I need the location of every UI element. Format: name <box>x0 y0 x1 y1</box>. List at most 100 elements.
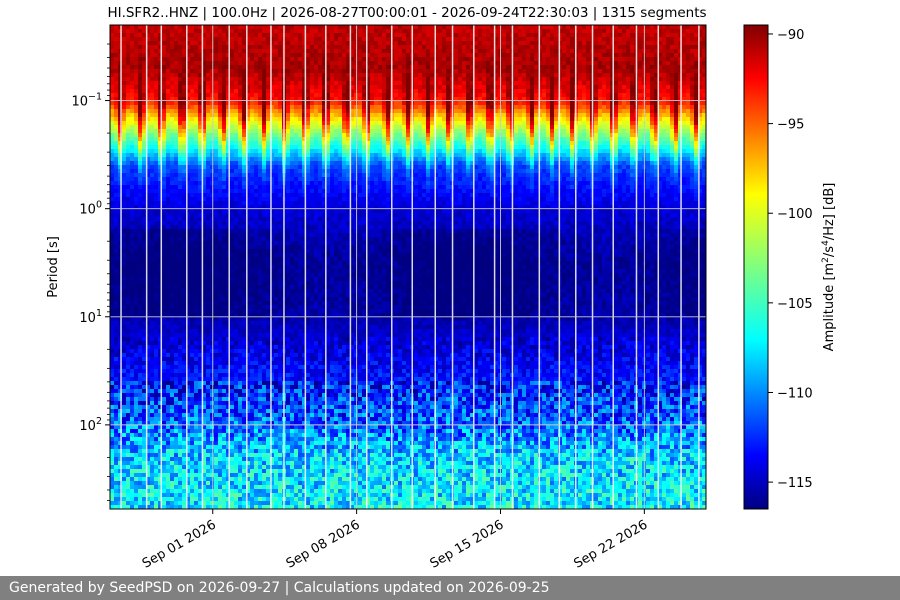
heatmap-cell <box>110 365 115 370</box>
heatmap-cell <box>234 197 239 202</box>
heatmap-cell <box>154 45 159 50</box>
heatmap-cell <box>118 505 123 509</box>
heatmap-cell <box>214 65 219 70</box>
heatmap-cell <box>202 313 207 318</box>
heatmap-cell <box>254 77 259 82</box>
heatmap-cell <box>186 65 191 70</box>
heatmap-cell <box>170 181 175 186</box>
heatmap-cell <box>234 277 239 282</box>
heatmap-cell <box>154 493 159 498</box>
heatmap-cell <box>186 229 191 234</box>
heatmap-cell <box>254 261 259 266</box>
heatmap-cell <box>258 337 263 342</box>
heatmap-cell <box>130 317 135 322</box>
heatmap-cell <box>174 93 179 98</box>
heatmap-cell <box>150 357 155 362</box>
heatmap-cell <box>222 145 227 150</box>
heatmap-cell <box>202 377 207 382</box>
heatmap-cell <box>154 57 159 62</box>
heatmap-cell <box>138 437 143 442</box>
heatmap-cell <box>214 233 219 238</box>
heatmap-cell <box>258 213 263 218</box>
heatmap-cell <box>250 229 255 234</box>
heatmap-cell <box>114 133 119 138</box>
heatmap-cell <box>122 309 127 314</box>
heatmap-cell <box>146 73 151 78</box>
heatmap-cell <box>194 117 199 122</box>
heatmap-cell <box>202 397 207 402</box>
heatmap-cell <box>118 317 123 322</box>
heatmap-cell <box>174 281 179 286</box>
heatmap-cell <box>134 85 139 90</box>
heatmap-cell <box>162 433 167 438</box>
heatmap-cell <box>214 365 219 370</box>
heatmap-cell <box>246 193 251 198</box>
heatmap-cell <box>158 305 163 310</box>
heatmap-cell <box>170 229 175 234</box>
heatmap-cell <box>214 105 219 110</box>
heatmap-cell <box>150 97 155 102</box>
heatmap-cell <box>170 337 175 342</box>
heatmap-cell <box>262 341 267 346</box>
heatmap-cell <box>222 437 227 442</box>
heatmap-cell <box>150 281 155 286</box>
heatmap-cell <box>206 453 211 458</box>
heatmap-cell <box>258 321 263 326</box>
heatmap-cell <box>238 233 243 238</box>
heatmap-cell <box>178 405 183 410</box>
heatmap-cell <box>214 457 219 462</box>
heatmap-cell <box>246 329 251 334</box>
heatmap-cell <box>226 225 231 230</box>
heatmap-cell <box>162 141 167 146</box>
heatmap-cell <box>214 429 219 434</box>
heatmap-cell <box>182 25 187 30</box>
heatmap-cell <box>122 497 127 502</box>
heatmap-cell <box>222 421 227 426</box>
heatmap-cell <box>206 201 211 206</box>
heatmap-cell <box>198 285 203 290</box>
heatmap-cell <box>170 81 175 86</box>
heatmap-cell <box>218 385 223 390</box>
heatmap-cell <box>110 313 115 318</box>
heatmap-cell <box>222 269 227 274</box>
heatmap-cell <box>250 461 255 466</box>
heatmap-cell <box>162 121 167 126</box>
heatmap-cell <box>158 29 163 34</box>
heatmap-cell <box>226 73 231 78</box>
heatmap-cell <box>142 501 147 506</box>
heatmap-cell <box>214 313 219 318</box>
heatmap-cell <box>142 125 147 130</box>
heatmap-cell <box>202 165 207 170</box>
heatmap-cell <box>226 241 231 246</box>
heatmap-cell <box>130 377 135 382</box>
heatmap-cell <box>130 493 135 498</box>
heatmap-cell <box>254 505 259 509</box>
heatmap-cell <box>258 185 263 190</box>
heatmap-cell <box>162 237 167 242</box>
heatmap-cell <box>254 153 259 158</box>
heatmap-cell <box>146 433 151 438</box>
heatmap-cell <box>190 217 195 222</box>
heatmap-cell <box>174 417 179 422</box>
heatmap-cell <box>238 389 243 394</box>
heatmap-cell <box>182 369 187 374</box>
heatmap-cell <box>246 233 251 238</box>
heatmap-cell <box>242 321 247 326</box>
heatmap-cell <box>206 93 211 98</box>
heatmap-cell <box>134 125 139 130</box>
heatmap-cell <box>246 341 251 346</box>
heatmap-cell <box>230 181 235 186</box>
heatmap-cell <box>210 161 215 166</box>
heatmap-cell <box>250 81 255 86</box>
heatmap-cell <box>226 345 231 350</box>
heatmap-cell <box>158 437 163 442</box>
heatmap-cell <box>166 61 171 66</box>
heatmap-cell <box>266 405 271 410</box>
heatmap-cell <box>238 329 243 334</box>
heatmap-cell <box>142 29 147 34</box>
heatmap-cell <box>158 109 163 114</box>
heatmap-cell <box>198 469 203 474</box>
heatmap-cell <box>154 177 159 182</box>
heatmap-cell <box>270 445 275 450</box>
heatmap-cell <box>258 489 263 494</box>
